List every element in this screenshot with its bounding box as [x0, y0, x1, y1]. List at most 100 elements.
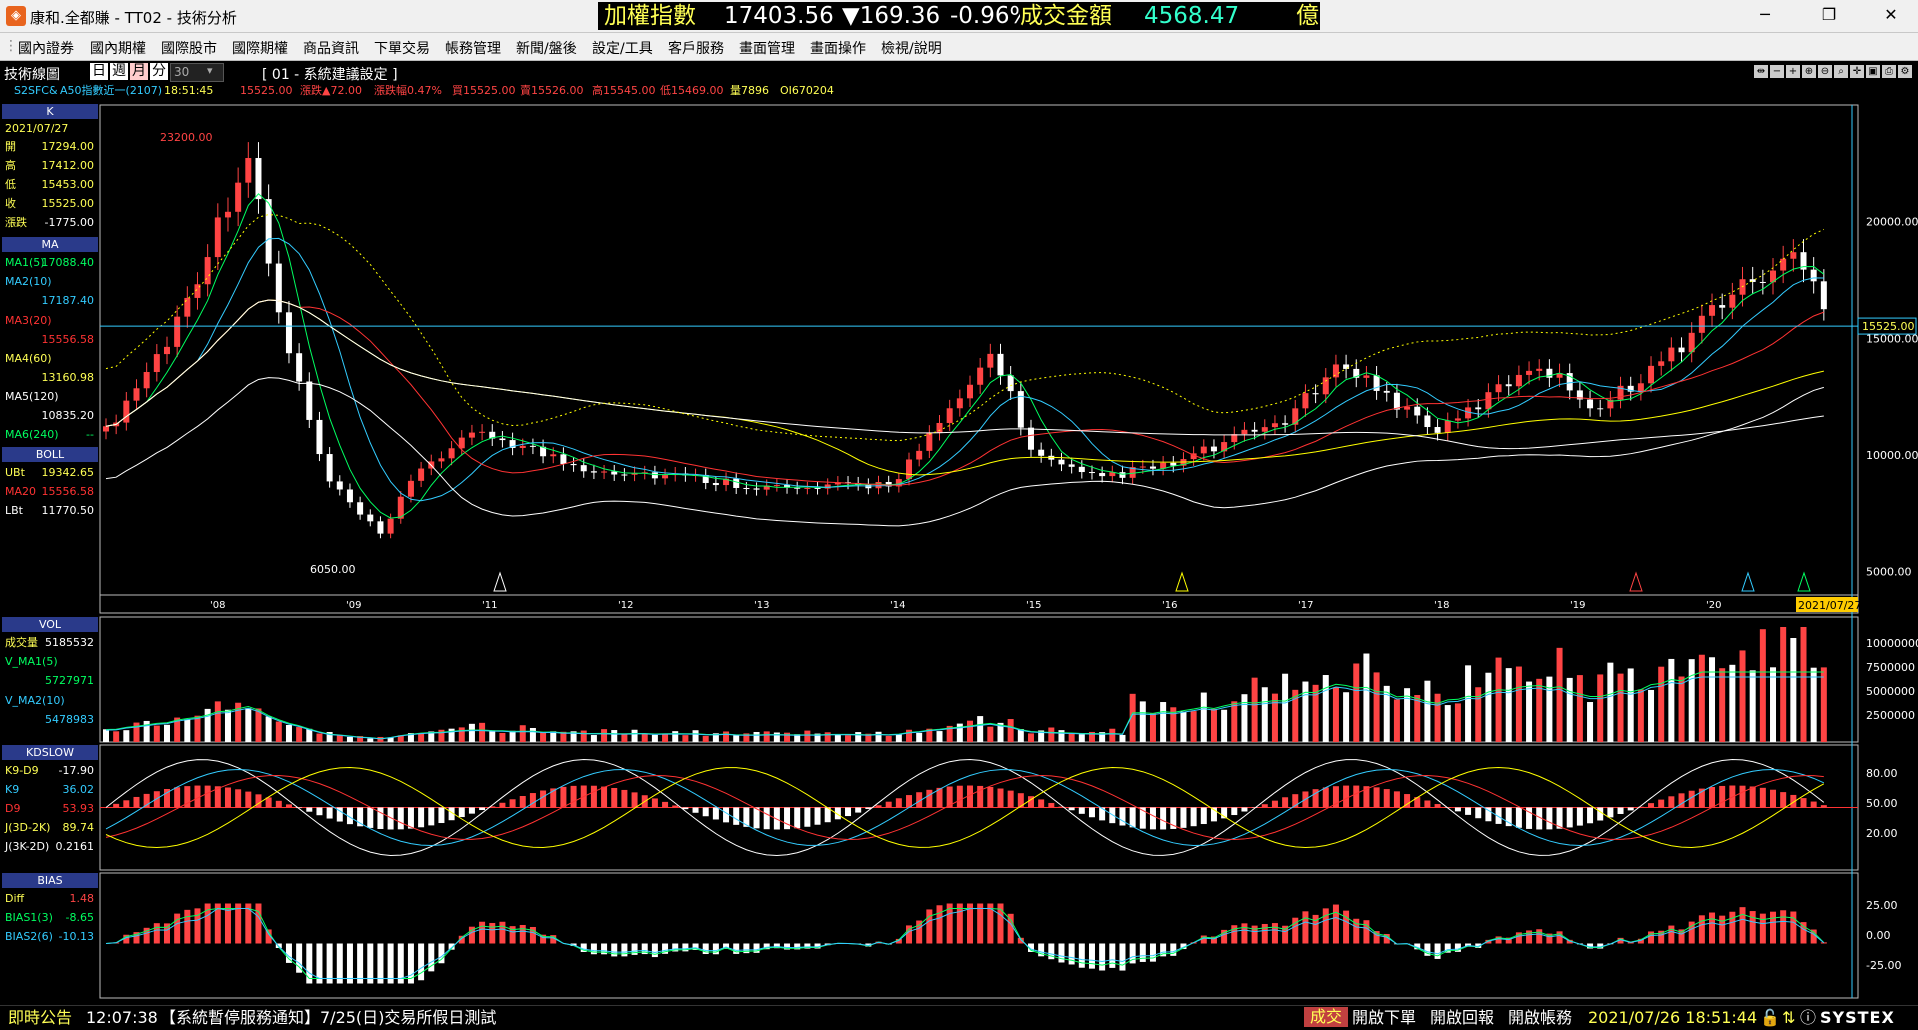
- candle-body: [1821, 281, 1827, 309]
- candle-body: [1679, 348, 1685, 353]
- kd-diff-bar: [286, 804, 292, 807]
- date-tick-label: '11: [482, 600, 497, 611]
- volume-bar: [804, 731, 810, 742]
- candle-body: [144, 372, 150, 388]
- candle-body: [499, 438, 505, 440]
- kd-diff-bar: [1424, 800, 1430, 807]
- kd-diff-bar: [530, 793, 536, 807]
- volume-bar: [1150, 713, 1156, 742]
- candle-body: [997, 354, 1003, 376]
- bias-bar: [489, 923, 495, 944]
- date-tick-label: '08: [210, 600, 225, 611]
- kd-diff-bar: [926, 790, 932, 808]
- kd-diff-bar: [418, 808, 424, 828]
- volume-bar: [459, 727, 465, 742]
- volume-bar: [1424, 681, 1430, 742]
- kd-diff-bar: [479, 808, 485, 811]
- volume-bar: [1252, 678, 1258, 742]
- date-tick-label: '14: [890, 600, 905, 611]
- candle-body: [388, 519, 394, 534]
- candle-body: [571, 464, 577, 465]
- volume-bar: [1465, 665, 1471, 742]
- kd-diff-bar: [794, 808, 800, 829]
- volume-bar: [601, 729, 607, 742]
- transfer-icon[interactable]: ⇅: [1782, 1009, 1795, 1027]
- volume-bar: [611, 730, 617, 742]
- candle-body: [1201, 447, 1207, 454]
- kd-diff-bar: [855, 808, 861, 813]
- bias-tick-label: 25.00: [1866, 899, 1898, 912]
- candle-body: [245, 158, 251, 183]
- kd-diff-bar: [113, 804, 119, 808]
- kd-tick-label: 80.00: [1866, 767, 1898, 780]
- candle-body: [906, 459, 912, 479]
- volume-bar: [1740, 650, 1746, 742]
- candle-body: [1536, 369, 1542, 371]
- volume-bar: [1638, 689, 1644, 742]
- candle-body: [1638, 383, 1644, 391]
- candle-body: [1241, 430, 1247, 434]
- volume-bar: [499, 733, 505, 742]
- volume-bar: [1607, 663, 1613, 742]
- open-account-button[interactable]: 開啟帳務: [1508, 1009, 1572, 1027]
- volume-bar: [916, 733, 922, 742]
- candle-body: [1069, 464, 1075, 466]
- kd-diff-bar: [276, 801, 282, 808]
- kd-diff-bar: [601, 787, 607, 808]
- volume-bar: [113, 731, 119, 742]
- candle-body: [1079, 467, 1085, 472]
- kd-diff-bar: [804, 808, 810, 827]
- volume-bar: [449, 729, 455, 742]
- candle-body: [1008, 375, 1014, 391]
- candle-body: [377, 521, 383, 533]
- kd-diff-bar: [1618, 808, 1624, 814]
- volume-bar: [906, 730, 912, 742]
- high-annotation: 23200.00: [160, 131, 213, 144]
- candle-body: [1313, 393, 1319, 394]
- kd-diff-bar: [997, 789, 1003, 808]
- deal-button[interactable]: 成交: [1304, 1007, 1348, 1027]
- kd-diff-bar: [632, 792, 638, 807]
- candle-body: [1668, 348, 1674, 362]
- volume-bar: [276, 722, 282, 742]
- bias-bar: [418, 944, 424, 981]
- bias-bar: [184, 910, 190, 944]
- volume-bar: [754, 732, 760, 742]
- candle-body: [306, 382, 312, 420]
- bias-bar: [1709, 913, 1715, 944]
- kd-diff-bar: [591, 786, 597, 808]
- kd-diff-bar: [713, 808, 719, 820]
- announcement-text[interactable]: 【系統暫停服務通知】7/25(日)交易所假日測試: [160, 1009, 496, 1027]
- volume-bar: [662, 734, 668, 742]
- bias-bar: [1343, 911, 1349, 944]
- kd-diff-bar: [327, 808, 333, 819]
- bias-bar: [652, 944, 658, 958]
- candle-body: [469, 433, 475, 438]
- lock-icon[interactable]: 🔓: [1760, 1009, 1780, 1027]
- volume-bar: [672, 731, 678, 742]
- open-report-button[interactable]: 開啟回報: [1430, 1009, 1494, 1027]
- bias-bar: [1262, 924, 1268, 944]
- volume-bar: [733, 735, 739, 742]
- kd-diff-bar: [1516, 808, 1522, 828]
- volume-bar: [266, 716, 272, 742]
- date-tick-label: '19: [1570, 600, 1585, 611]
- kd-diff-bar: [154, 791, 160, 807]
- kd-diff-bar: [520, 796, 526, 808]
- kd-tick-label: 20.00: [1866, 827, 1898, 840]
- bias-bar: [1760, 914, 1766, 944]
- kd-diff-bar: [205, 786, 211, 808]
- kd-diff-bar: [1577, 808, 1583, 826]
- candle-body: [133, 388, 139, 400]
- kd-diff-bar: [174, 787, 180, 807]
- candle-body: [347, 489, 353, 502]
- kd-diff-bar: [1770, 790, 1776, 808]
- cursor-date-label: 2021/07/27: [1798, 599, 1861, 612]
- bias-bar: [1729, 912, 1735, 944]
- info-icon[interactable]: ⓘ: [1800, 1009, 1816, 1027]
- candle-body: [1699, 316, 1705, 333]
- open-order-button[interactable]: 開啟下單: [1352, 1009, 1416, 1027]
- announcement-label[interactable]: 即時公告: [8, 1009, 72, 1027]
- volume-bar: [1699, 655, 1705, 742]
